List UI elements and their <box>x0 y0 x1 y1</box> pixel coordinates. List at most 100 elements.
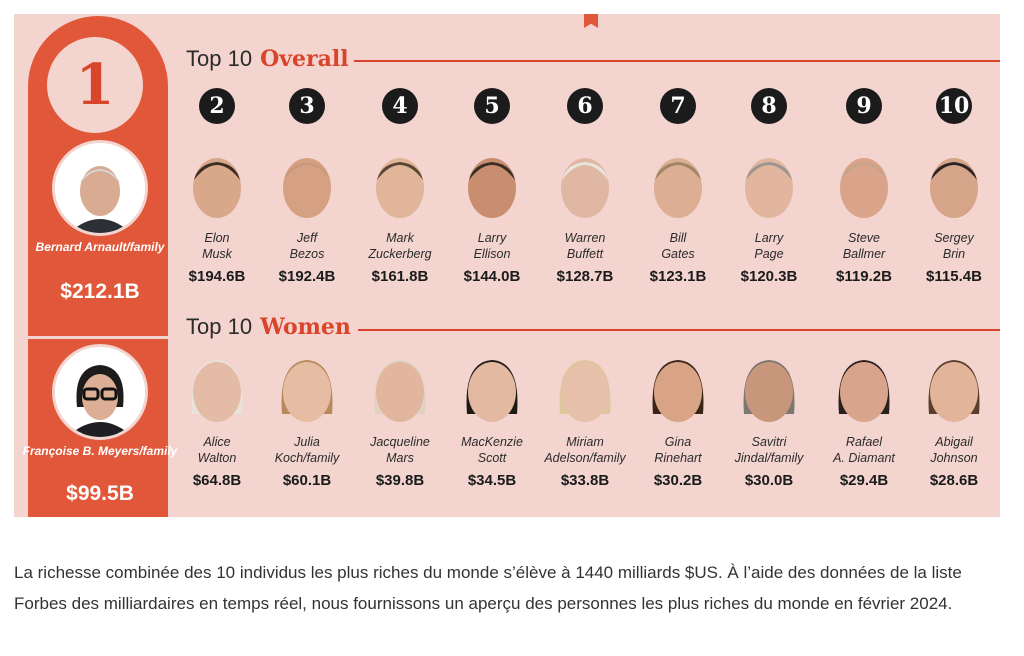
section-prefix: Top 10 <box>186 46 253 71</box>
person-net-worth: $144.0B <box>463 268 521 285</box>
person-net-worth: $128.7B <box>556 268 614 285</box>
section-title-women: Top 10 Women <box>186 314 351 340</box>
women-person: Rafael A. Diamant $29.4B <box>818 354 910 489</box>
person-net-worth: $64.8B <box>192 472 242 489</box>
person-name: Steve Ballmer <box>842 231 886 261</box>
portrait-icon <box>838 360 890 422</box>
rank-1-badge: 1 <box>44 34 146 136</box>
women-person: Julia Koch/family $60.1B <box>261 354 353 489</box>
women-person: Miriam Adelson/family $33.8B <box>539 354 631 489</box>
person-net-worth: $192.4B <box>278 268 336 285</box>
top-marker <box>584 14 598 28</box>
rank-badge: 2 <box>199 88 235 124</box>
person-net-worth: $123.1B <box>649 268 707 285</box>
section-prefix: Top 10 <box>186 314 253 339</box>
person-name: MacKenzie Scott <box>461 435 523 465</box>
women-person: Abigail Johnson $28.6B <box>908 354 1000 489</box>
portrait <box>186 150 248 222</box>
person-net-worth: $60.1B <box>282 472 332 489</box>
person-name: Larry Page <box>754 231 784 261</box>
portrait <box>554 150 616 222</box>
rank-badge: 4 <box>382 88 418 124</box>
person-net-worth: $194.6B <box>188 268 246 285</box>
person-name: Sergey Brin <box>934 231 974 261</box>
portrait <box>647 354 709 426</box>
women-person: Alice Walton $64.8B <box>171 354 263 489</box>
portrait <box>923 150 985 222</box>
section-line-women <box>358 329 1000 331</box>
person-name: Miriam Adelson/family <box>544 435 626 465</box>
overall-person: Elon Musk $194.6B <box>171 150 263 285</box>
person-net-worth: $28.6B <box>929 472 979 489</box>
women-person: Gina Rinehart $30.2B <box>632 354 724 489</box>
person-name: Savitri Jindal/family <box>734 435 804 465</box>
overall-person: Bill Gates $123.1B <box>632 150 724 285</box>
portrait <box>461 150 523 222</box>
portrait-icon <box>561 158 609 218</box>
rank-1-number: 1 <box>75 52 115 118</box>
portrait <box>833 354 895 426</box>
leader-divider <box>28 336 168 339</box>
section-line-overall <box>354 60 1000 62</box>
portrait <box>186 354 248 426</box>
portrait-icon <box>193 158 241 218</box>
portrait-icon <box>55 143 145 233</box>
section-accent: Overall <box>260 46 349 72</box>
person-name: Jacqueline Mars <box>370 435 430 465</box>
portrait <box>738 354 800 426</box>
portrait <box>833 150 895 222</box>
rank-badge: 7 <box>660 88 696 124</box>
person-name: Gina Rinehart <box>654 435 702 465</box>
section-title-overall: Top 10 Overall <box>186 46 349 72</box>
portrait-icon <box>55 347 145 437</box>
rank-badge: 8 <box>751 88 787 124</box>
overall-person: Jeff Bezos $192.4B <box>261 150 353 285</box>
portrait-icon <box>374 360 426 422</box>
portrait <box>554 354 616 426</box>
portrait <box>369 354 431 426</box>
portrait-icon <box>654 158 702 218</box>
portrait <box>276 150 338 222</box>
leader-women-name: Françoise B. Meyers/family <box>22 444 178 458</box>
portrait <box>369 150 431 222</box>
caption-text: La richesse combinée des 10 individus le… <box>14 563 962 613</box>
portrait <box>276 354 338 426</box>
person-name: Larry Ellison <box>473 231 511 261</box>
person-name: Warren Buffett <box>564 231 606 261</box>
portrait-icon <box>930 158 978 218</box>
overall-person: Sergey Brin $115.4B <box>908 150 1000 285</box>
rank-badge: 5 <box>474 88 510 124</box>
person-name: Elon Musk <box>202 231 232 261</box>
portrait <box>647 150 709 222</box>
portrait-icon <box>745 158 793 218</box>
women-person: Jacqueline Mars $39.8B <box>354 354 446 489</box>
rank-badge: 3 <box>289 88 325 124</box>
person-net-worth: $30.0B <box>744 472 794 489</box>
person-net-worth: $119.2B <box>836 268 892 285</box>
portrait <box>738 150 800 222</box>
leader-overall-net-worth: $212.1B <box>60 280 140 303</box>
person-name: Abigail Johnson <box>930 435 978 465</box>
person-net-worth: $29.4B <box>839 472 889 489</box>
person-net-worth: $34.5B <box>467 472 517 489</box>
portrait-icon <box>191 360 243 422</box>
rank-badge: 6 <box>567 88 603 124</box>
overall-person: Warren Buffett $128.7B <box>539 150 631 285</box>
portrait <box>923 354 985 426</box>
overall-person: Larry Page $120.3B <box>723 150 815 285</box>
portrait-icon <box>652 360 704 422</box>
portrait-icon <box>466 360 518 422</box>
rank-badge: 10 <box>936 88 972 124</box>
section-accent: Women <box>260 314 351 340</box>
portrait-icon <box>281 360 333 422</box>
portrait-icon <box>928 360 980 422</box>
person-net-worth: $39.8B <box>375 472 425 489</box>
portrait-icon <box>283 158 331 218</box>
person-net-worth: $115.4B <box>926 268 982 285</box>
portrait-bernard-arnault <box>52 140 148 236</box>
women-person: Savitri Jindal/family $30.0B <box>723 354 815 489</box>
women-person: MacKenzie Scott $34.5B <box>446 354 538 489</box>
person-net-worth: $33.8B <box>560 472 610 489</box>
portrait-icon <box>743 360 795 422</box>
person-net-worth: $30.2B <box>653 472 703 489</box>
